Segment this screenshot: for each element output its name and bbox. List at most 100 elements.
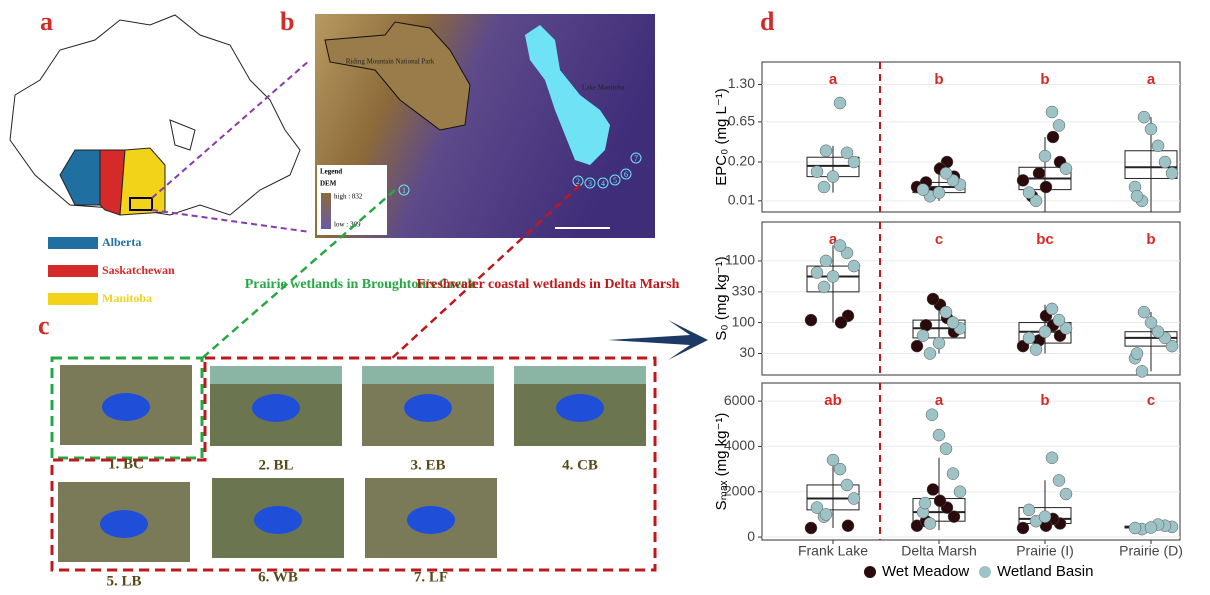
- point: [818, 181, 830, 193]
- point: [1046, 452, 1058, 464]
- point: [1159, 156, 1171, 168]
- significance-letter: b: [934, 71, 943, 88]
- x-tick-label: Delta Marsh: [901, 543, 976, 559]
- panel-label: d: [760, 7, 775, 36]
- significance-letter: ab: [824, 392, 842, 409]
- point: [811, 166, 823, 178]
- y-tick-label: 100: [732, 313, 756, 329]
- legend-label: Wet Meadow: [882, 563, 969, 580]
- point: [827, 171, 839, 183]
- site-number: 1: [402, 186, 406, 195]
- point: [820, 145, 832, 157]
- point: [820, 508, 832, 520]
- point: [1023, 332, 1035, 344]
- point: [805, 522, 817, 534]
- point: [1131, 190, 1143, 202]
- point: [934, 495, 946, 507]
- point: [924, 517, 936, 529]
- point: [947, 317, 959, 329]
- point: [920, 319, 932, 331]
- y-tick-label: 1.30: [728, 75, 755, 91]
- point: [1145, 522, 1157, 534]
- significance-letter: a: [829, 71, 838, 88]
- point: [834, 97, 846, 109]
- figure: a AlbertaSaskatchewanManitoba b Riding M…: [0, 0, 1210, 595]
- x-tick-label: Frank Lake: [798, 543, 868, 559]
- point: [848, 493, 860, 505]
- point: [927, 483, 939, 495]
- plot-frame: [762, 222, 1180, 375]
- point: [811, 267, 823, 279]
- point: [911, 340, 923, 352]
- water: [514, 366, 646, 384]
- panel-label: a: [40, 7, 53, 36]
- legend-swatch: [48, 293, 98, 305]
- significance-letter: b: [1040, 392, 1049, 409]
- panel-label: c: [38, 311, 50, 340]
- point: [1046, 303, 1058, 315]
- wetland: [100, 510, 148, 538]
- point: [927, 293, 939, 305]
- point: [1033, 167, 1045, 179]
- point: [1047, 131, 1059, 143]
- wetland: [102, 393, 150, 421]
- point: [820, 255, 832, 267]
- point: [940, 306, 952, 318]
- site-label: 7. LF: [414, 569, 448, 585]
- legend-label: Saskatchewan: [102, 263, 175, 277]
- point: [1023, 187, 1035, 199]
- y-tick-label: 0: [747, 528, 755, 544]
- y-tick-label: 0.20: [728, 153, 755, 169]
- y-axis-label: EPC₀ (mg L⁻¹): [713, 88, 730, 186]
- legend-label: Manitoba: [102, 291, 152, 305]
- site-label: 6. WB: [258, 569, 298, 585]
- legend-swatch: [48, 265, 98, 277]
- point: [933, 187, 945, 199]
- y-axis-label: S₀ (mg kg⁻¹): [713, 256, 730, 340]
- point: [1053, 119, 1065, 131]
- legend-text: low : 309: [334, 221, 361, 229]
- y-axis-label: Sₘₐₓ (mg kg⁻¹): [713, 413, 730, 511]
- point: [926, 409, 938, 421]
- significance-letter: a: [935, 392, 944, 409]
- point: [835, 317, 847, 329]
- point: [1060, 488, 1072, 500]
- point: [1039, 150, 1051, 162]
- significance-letter: c: [935, 231, 943, 248]
- legend-text: DEM: [320, 180, 337, 188]
- legend-swatch: [48, 237, 98, 249]
- point: [1138, 306, 1150, 318]
- x-tick-label: Prairie (D): [1119, 543, 1183, 559]
- legend-marker: [864, 566, 876, 578]
- point: [1145, 123, 1157, 135]
- point: [954, 486, 966, 498]
- point: [827, 271, 839, 283]
- point: [1030, 344, 1042, 356]
- site-label: 4. CB: [562, 457, 598, 473]
- y-tick-label: 6000: [724, 392, 755, 408]
- point: [1053, 474, 1065, 486]
- point: [940, 443, 952, 455]
- point: [933, 429, 945, 441]
- point: [1039, 511, 1051, 523]
- point: [848, 260, 860, 272]
- legend-title: Legend: [320, 168, 342, 176]
- significance-letter: b: [1040, 71, 1049, 88]
- significance-letter: c: [1147, 392, 1155, 409]
- wetland: [254, 506, 302, 534]
- point: [924, 348, 936, 360]
- point: [841, 479, 853, 491]
- site-number: 5: [613, 176, 617, 185]
- point: [1060, 163, 1072, 175]
- point: [1023, 504, 1035, 516]
- point: [1017, 174, 1029, 186]
- y-tick-label: 330: [732, 283, 756, 299]
- point: [917, 184, 929, 196]
- point: [1152, 140, 1164, 152]
- site-label: 2. BL: [258, 457, 293, 473]
- point: [834, 240, 846, 252]
- point: [1053, 314, 1065, 326]
- site-label: 3. EB: [410, 457, 445, 473]
